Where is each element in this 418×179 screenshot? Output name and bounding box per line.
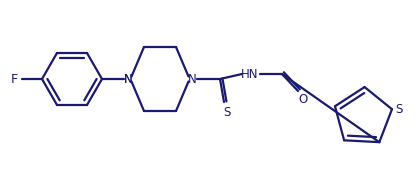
Text: F: F — [10, 72, 18, 86]
Text: S: S — [223, 105, 231, 118]
Text: O: O — [298, 93, 308, 105]
Text: S: S — [395, 103, 403, 116]
Text: N: N — [124, 72, 133, 86]
Text: N: N — [188, 72, 196, 86]
Text: HN: HN — [241, 67, 259, 81]
Text: N: N — [124, 72, 133, 86]
